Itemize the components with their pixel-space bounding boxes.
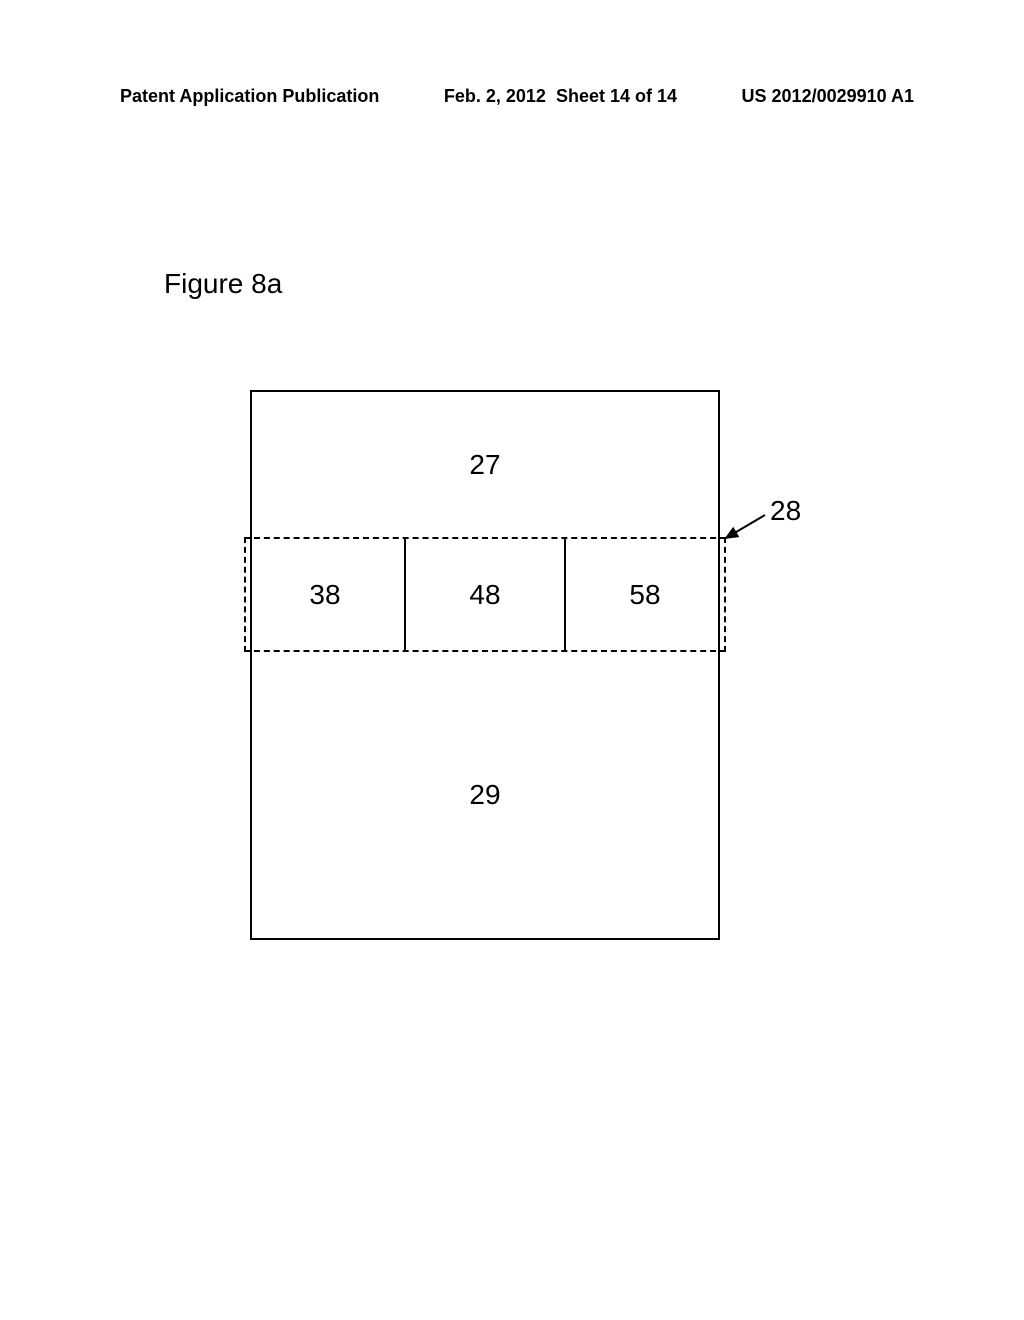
callout-label: 28: [770, 495, 801, 527]
callout-arrow: [0, 0, 1024, 1320]
